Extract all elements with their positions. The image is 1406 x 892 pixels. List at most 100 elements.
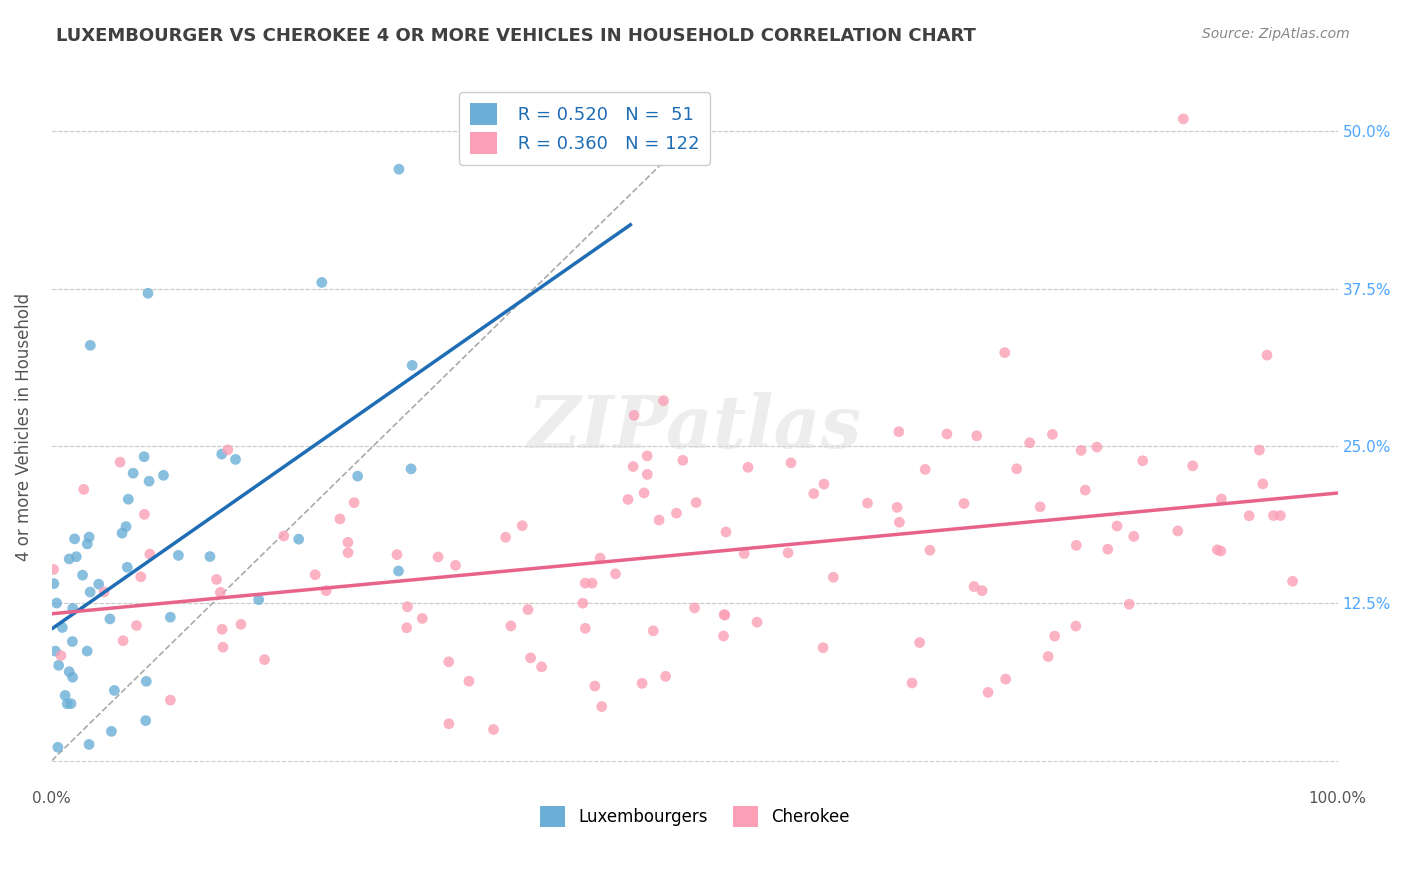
Point <box>211 622 233 636</box>
Point <box>103 683 125 698</box>
Point <box>583 679 606 693</box>
Point <box>1064 619 1087 633</box>
Point <box>79 585 101 599</box>
Point <box>401 359 423 373</box>
Point <box>117 492 139 507</box>
Point <box>621 459 644 474</box>
Point <box>803 486 825 500</box>
Point <box>1029 500 1052 514</box>
Point <box>346 469 368 483</box>
Point <box>396 599 419 614</box>
Point <box>212 640 235 655</box>
Point <box>737 460 759 475</box>
Point <box>780 456 803 470</box>
Point <box>100 724 122 739</box>
Point <box>58 665 80 679</box>
Y-axis label: 4 or more Vehicles in Household: 4 or more Vehicles in Household <box>15 293 32 561</box>
Point <box>1042 427 1064 442</box>
Point <box>387 564 409 578</box>
Point <box>444 558 467 573</box>
Point <box>1085 440 1108 454</box>
Text: LUXEMBOURGER VS CHEROKEE 4 OR MORE VEHICLES IN HOUSEHOLD CORRELATION CHART: LUXEMBOURGER VS CHEROKEE 4 OR MORE VEHIC… <box>56 27 976 45</box>
Point <box>87 577 110 591</box>
Point <box>994 345 1017 359</box>
Point <box>887 425 910 439</box>
Point <box>617 492 640 507</box>
Point <box>329 512 352 526</box>
Point <box>209 585 232 599</box>
Point <box>253 652 276 666</box>
Point <box>129 570 152 584</box>
Point <box>229 617 252 632</box>
Point <box>59 697 82 711</box>
Point <box>152 468 174 483</box>
Point <box>482 723 505 737</box>
Point <box>225 452 247 467</box>
Point <box>631 676 654 690</box>
Point <box>117 560 139 574</box>
Point <box>62 601 84 615</box>
Point <box>1122 529 1144 543</box>
FancyBboxPatch shape <box>48 744 69 764</box>
Point <box>823 570 845 584</box>
Point <box>427 549 450 564</box>
Point <box>1256 348 1278 362</box>
Point <box>914 462 936 476</box>
Point <box>53 689 76 703</box>
Point <box>132 450 155 464</box>
Point <box>908 635 931 649</box>
Point <box>122 467 145 481</box>
Point <box>49 648 72 663</box>
Point <box>970 583 993 598</box>
Point <box>56 697 79 711</box>
Point <box>79 338 101 352</box>
Point <box>918 543 941 558</box>
Point <box>901 676 924 690</box>
Point <box>139 547 162 561</box>
Point <box>72 568 94 582</box>
Point <box>1005 462 1028 476</box>
Point <box>45 596 67 610</box>
Point <box>713 607 735 622</box>
Point <box>125 618 148 632</box>
Point <box>813 477 835 491</box>
Point <box>388 162 411 177</box>
Point <box>315 583 337 598</box>
Point <box>1281 574 1303 589</box>
Point <box>205 573 228 587</box>
Point <box>337 546 360 560</box>
Point <box>1043 629 1066 643</box>
Point <box>778 546 800 560</box>
Point <box>399 462 422 476</box>
Point <box>1270 508 1292 523</box>
Point <box>437 655 460 669</box>
Point <box>62 670 84 684</box>
Point <box>574 621 596 635</box>
Point <box>1209 544 1232 558</box>
Point <box>745 615 768 630</box>
Text: ZIPatlas: ZIPatlas <box>527 392 862 463</box>
Point <box>1167 524 1189 538</box>
Point <box>530 660 553 674</box>
Point <box>733 547 755 561</box>
Point <box>273 529 295 543</box>
Point <box>581 576 603 591</box>
Point <box>111 526 134 541</box>
Point <box>953 496 976 510</box>
Point <box>58 552 80 566</box>
Point <box>1038 649 1060 664</box>
Point <box>1173 112 1195 126</box>
Point <box>1263 508 1285 523</box>
Point <box>1018 435 1040 450</box>
Point <box>76 537 98 551</box>
Point <box>1066 538 1088 552</box>
Point <box>1118 597 1140 611</box>
Point <box>98 612 121 626</box>
Point <box>889 516 911 530</box>
Point <box>574 576 596 591</box>
Point <box>714 607 737 622</box>
Point <box>589 551 612 566</box>
Point <box>1251 476 1274 491</box>
Point <box>167 549 190 563</box>
Point <box>304 567 326 582</box>
